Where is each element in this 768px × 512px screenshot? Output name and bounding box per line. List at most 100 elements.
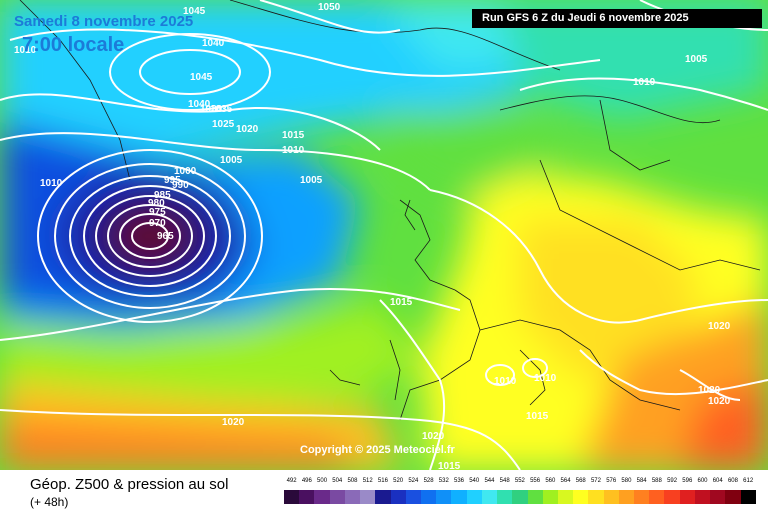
legend-tick: 576 [606, 478, 617, 484]
isobar-label: 1040 [188, 99, 211, 110]
legend-tick-labels: 492 496 500 504 508 512 516 520 524 528 532 536 540 5… [284, 478, 756, 488]
legend-tick: 592 [667, 478, 678, 484]
isobar-label: 995 [164, 175, 181, 186]
legend-tick: 604 [712, 478, 723, 484]
legend-swatch [588, 490, 604, 504]
legend-swatch [725, 490, 741, 504]
isobar-label: 1015 [526, 411, 549, 422]
legend-tick: 612 [743, 478, 754, 484]
legend-tick: 500 [317, 478, 328, 484]
legend-swatch [573, 490, 589, 504]
isobar-label: 1020 [422, 431, 445, 442]
isobar-label: 1050 [318, 2, 341, 13]
legend-tick: 584 [636, 478, 647, 484]
forecast-time: 7:00 locale [22, 34, 125, 56]
isobar-label: 970 [149, 218, 166, 229]
legend-swatch [375, 490, 391, 504]
isobar-label: 1020 [708, 396, 731, 407]
legend-swatch [284, 490, 300, 504]
isobar-label: 1020 [698, 385, 721, 396]
legend-tick: 540 [469, 478, 480, 484]
legend-swatch [390, 490, 406, 504]
legend-swatch [694, 490, 711, 504]
legend-swatch [634, 490, 650, 504]
isobar-label: 1010 [14, 45, 37, 56]
legend-swatch [542, 490, 558, 504]
isobar-label: 1010 [494, 376, 517, 387]
legend-swatch [329, 490, 345, 504]
isobar-label: 1005 [300, 175, 323, 186]
legend-tick: 520 [393, 478, 404, 484]
legend-tick: 492 [286, 478, 297, 484]
legend-swatch [710, 490, 726, 504]
isobar-label: 1010 [282, 145, 305, 156]
isobar-label: 1045 [190, 72, 213, 83]
legend-swatch [436, 490, 452, 504]
legend-tick: 536 [454, 478, 465, 484]
legend-tick: 568 [575, 478, 586, 484]
legend-tick: 532 [438, 478, 449, 484]
legend-tick: 508 [347, 478, 358, 484]
isobar-label: 1025 [212, 119, 235, 130]
isobar-label: 1005 [685, 54, 708, 65]
legend-swatch [679, 490, 695, 504]
isobar-label: 980 [148, 198, 165, 209]
color-legend: 492 496 500 504 508 512 516 520 524 528 532 536 540 5… [284, 470, 756, 512]
forecast-date: Samedi 8 novembre 2025 [14, 13, 194, 30]
legend-swatch [299, 490, 315, 504]
copyright-notice: Copyright © 2025 Meteociel.fr [300, 444, 455, 456]
legend-swatch [451, 490, 467, 504]
legend-swatch [603, 490, 619, 504]
legend-tick: 516 [377, 478, 388, 484]
legend-swatch [649, 490, 665, 504]
legend-tick: 600 [697, 478, 708, 484]
legend-swatch [664, 490, 680, 504]
isobar-label: 1010 [633, 77, 656, 88]
isobar-label: 1020 [222, 417, 245, 428]
legend-tick: 564 [560, 478, 571, 484]
isobar-label: 1015 [282, 130, 305, 141]
legend-swatch [314, 490, 330, 504]
isobar-label: 1040 [202, 38, 225, 49]
isobar-label: 1000 [174, 166, 197, 177]
legend-tick: 588 [651, 478, 662, 484]
isobar-label: 1035 [210, 104, 233, 115]
isobar-label: 965 [157, 231, 174, 242]
legend-swatch [344, 490, 361, 504]
legend-tick: 552 [514, 478, 525, 484]
legend-tick: 524 [408, 478, 419, 484]
isobar-label: 1020 [708, 321, 731, 332]
map-footer: Géop. Z500 & pression au sol (+ 48h) 492… [0, 470, 768, 512]
isobar-label: 1045 [183, 6, 206, 17]
isobar-label: 990 [172, 180, 189, 191]
isobar-label: 1010 [40, 178, 63, 189]
legend-swatch [527, 490, 543, 504]
legend-tick: 512 [362, 478, 373, 484]
legend-tick: 544 [484, 478, 495, 484]
isobar-label: 985 [154, 190, 171, 201]
geopotential-field [0, 0, 768, 470]
legend-color-bar [284, 490, 756, 504]
product-title: Géop. Z500 & pression au sol [30, 476, 229, 493]
legend-tick: 596 [682, 478, 693, 484]
legend-swatch [481, 490, 498, 504]
lead-time: (+ 48h) [30, 495, 69, 509]
legend-tick: 504 [332, 478, 343, 484]
isobar-label: 1005 [220, 155, 243, 166]
legend-swatch [497, 490, 513, 504]
legend-tick: 572 [590, 478, 601, 484]
isobar-label: 1030 [200, 104, 223, 115]
legend-tick: 548 [499, 478, 510, 484]
legend-tick: 560 [545, 478, 556, 484]
legend-tick: 580 [621, 478, 632, 484]
legend-swatch [420, 490, 437, 504]
legend-swatch [360, 490, 376, 504]
legend-tick: 496 [301, 478, 312, 484]
legend-swatch [466, 490, 482, 504]
legend-swatch [512, 490, 528, 504]
legend-tick: 528 [423, 478, 434, 484]
run-info-banner: Run GFS 6 Z du Jeudi 6 novembre 2025 [472, 9, 762, 28]
